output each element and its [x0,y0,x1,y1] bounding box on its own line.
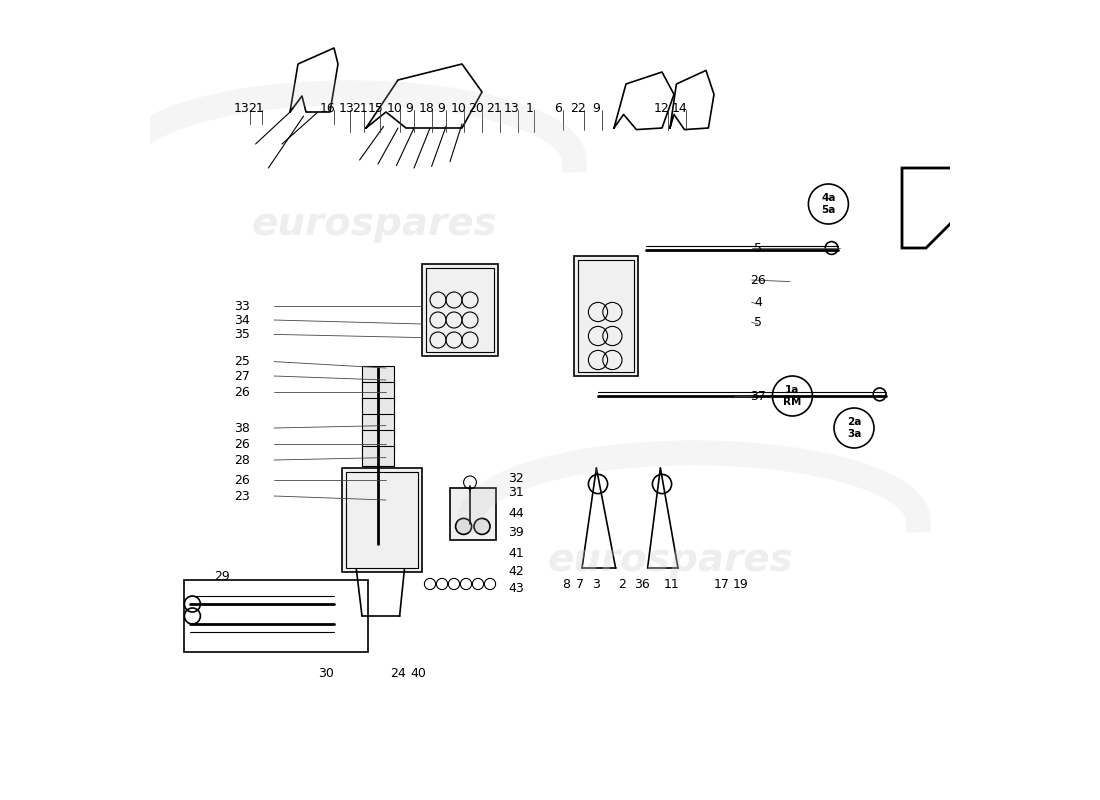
Text: 21: 21 [352,102,367,114]
Text: 25: 25 [234,355,250,368]
Text: 18: 18 [419,102,435,114]
Text: 9: 9 [405,102,414,114]
Bar [184,580,367,652]
Text: 36: 36 [634,578,650,590]
Bar [362,366,394,386]
Text: 11: 11 [663,578,680,590]
Text: 6: 6 [554,102,562,114]
Circle shape [455,518,472,534]
Bar [362,414,394,434]
Text: eurospares: eurospares [547,541,793,579]
Text: 1: 1 [526,102,534,114]
Text: 22: 22 [570,102,586,114]
Text: 9: 9 [593,102,601,114]
Text: eurospares: eurospares [251,205,497,243]
Bar [362,430,394,450]
Text: 44: 44 [508,507,525,520]
Text: 4: 4 [755,296,762,309]
Text: 40: 40 [411,667,427,680]
Text: 26: 26 [234,474,250,486]
Text: 5: 5 [754,316,762,329]
Bar [362,398,394,418]
Text: 14: 14 [672,102,688,114]
Bar [346,472,418,568]
Text: 15: 15 [367,102,384,114]
Text: 42: 42 [508,565,525,578]
Text: 13: 13 [339,102,354,114]
Text: 9: 9 [438,102,446,114]
Text: 38: 38 [234,422,250,434]
Bar [578,260,634,372]
Text: 1a
RM: 1a RM [783,385,802,406]
Text: 24: 24 [390,667,406,680]
Text: 12: 12 [654,102,670,114]
Text: 33: 33 [234,300,250,313]
Text: 39: 39 [508,526,525,538]
Bar [426,268,494,352]
Text: 7: 7 [576,578,584,590]
Text: 26: 26 [234,438,250,450]
Text: 19: 19 [733,578,748,590]
Text: 35: 35 [234,328,250,341]
Text: 5: 5 [754,242,762,254]
Text: 41: 41 [508,547,525,560]
Text: 23: 23 [234,490,250,502]
Text: 21: 21 [486,102,502,114]
Text: 16: 16 [320,102,336,114]
Text: 13: 13 [504,102,519,114]
Text: 20: 20 [469,102,484,114]
Circle shape [474,518,490,534]
Text: 21: 21 [249,102,264,114]
Text: 30: 30 [318,667,334,680]
Bar [574,256,638,376]
Text: 34: 34 [234,314,250,326]
Text: 37: 37 [750,390,766,402]
Text: 27: 27 [234,370,250,382]
Bar [342,468,422,572]
Bar [450,488,496,540]
Bar [362,446,394,466]
Text: 2a
3a: 2a 3a [847,418,861,438]
Text: 4a
5a: 4a 5a [821,194,836,214]
Text: 26: 26 [234,386,250,398]
Text: 31: 31 [508,486,525,498]
Bar [422,264,498,356]
Text: 8: 8 [562,578,570,590]
Text: 3: 3 [593,578,601,590]
Text: 2: 2 [618,578,626,590]
Text: 43: 43 [508,582,525,594]
Text: 13: 13 [234,102,250,114]
Text: 10: 10 [387,102,403,114]
Text: 28: 28 [234,454,250,466]
Text: 10: 10 [451,102,466,114]
Text: 32: 32 [508,472,525,485]
Text: 17: 17 [714,578,730,590]
Bar [362,382,394,402]
Text: 29: 29 [214,570,230,582]
Text: 26: 26 [750,274,766,286]
